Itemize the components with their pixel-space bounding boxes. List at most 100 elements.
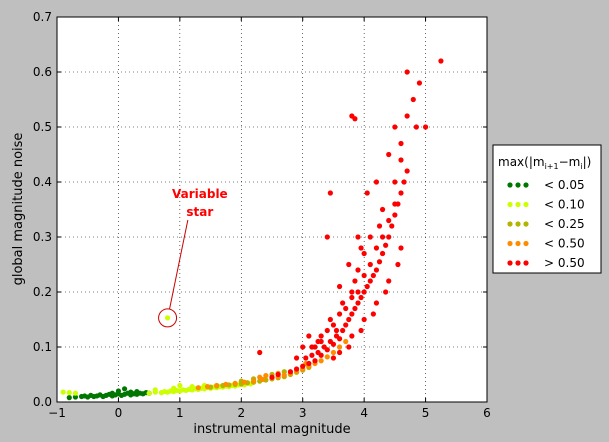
data-point	[241, 379, 247, 385]
data-point	[324, 327, 330, 334]
legend-entries: < 0.05 < 0.10 < 0.25 < 0.50 > 0.50	[507, 178, 585, 270]
data-point	[309, 344, 315, 350]
legend-entry-label: < 0.05	[544, 178, 585, 192]
data-point	[383, 289, 389, 295]
x-tick-label: 3	[299, 406, 307, 420]
legend-marker	[507, 240, 513, 247]
data-point	[370, 311, 376, 317]
data-point	[269, 374, 275, 380]
data-point	[367, 278, 373, 284]
data-point	[232, 380, 238, 386]
data-point	[404, 168, 410, 174]
data-point	[303, 355, 309, 361]
y-tick-label: 0.7	[33, 10, 52, 24]
data-point	[364, 283, 370, 290]
legend-title-part3: |)	[583, 155, 592, 169]
data-point	[115, 388, 122, 394]
grid	[56, 16, 488, 403]
data-point	[250, 378, 257, 384]
data-point	[324, 234, 330, 240]
data-point	[121, 386, 128, 392]
annotation-arrow	[169, 219, 189, 309]
data-point	[343, 338, 349, 345]
data-point	[340, 300, 346, 306]
legend-marker	[507, 260, 513, 266]
data-point	[309, 352, 315, 358]
y-tick-label: 0.4	[33, 175, 52, 189]
data-point	[358, 245, 364, 251]
data-point	[318, 352, 324, 358]
data-point	[373, 267, 380, 273]
data-point	[275, 371, 281, 378]
annotation-circle	[158, 308, 178, 328]
data-point	[404, 69, 410, 75]
data-point	[376, 223, 383, 229]
x-tick-label: 5	[422, 406, 430, 420]
data-point	[367, 261, 373, 268]
data-point	[189, 384, 195, 390]
data-point	[336, 283, 343, 290]
legend-marker	[507, 221, 513, 227]
data-point	[352, 116, 358, 122]
data-point	[392, 124, 398, 130]
legend-marker	[515, 182, 521, 188]
legend-title-part2: −m	[559, 155, 581, 169]
data-point	[164, 315, 171, 321]
legend-title: max(|mi+1−mi|)	[498, 155, 591, 171]
data-point	[438, 58, 444, 64]
data-point	[300, 363, 306, 369]
data-point	[318, 333, 324, 339]
data-point	[330, 349, 337, 356]
legend-title-part1: max(|m	[498, 155, 545, 169]
data-point	[379, 250, 386, 257]
legend-marker	[523, 201, 529, 208]
legend-entry-label: < 0.25	[544, 217, 585, 231]
data-point	[364, 190, 370, 196]
plot-frame	[56, 16, 488, 403]
legend-box	[492, 144, 602, 274]
legend-title-sub1: i+1	[545, 162, 559, 171]
data-point	[343, 322, 349, 328]
data-point	[324, 354, 330, 360]
data-point	[386, 278, 392, 284]
data-point	[404, 113, 410, 119]
data-point	[66, 395, 72, 401]
data-point	[318, 358, 324, 364]
data-point	[60, 389, 66, 395]
data-point	[392, 212, 398, 218]
y-tick-label: 0.5	[33, 120, 52, 134]
data-point	[386, 217, 392, 224]
y-tick-label: 0.3	[33, 230, 52, 244]
data-point	[376, 259, 383, 265]
annotation-label-line2: star	[186, 205, 213, 219]
legend-marker	[523, 260, 529, 266]
x-tick-label: 1	[176, 406, 184, 420]
legend-marker	[523, 182, 529, 188]
legend: max(|mi+1−mi|) < 0.05 < 0.10 < 0.25 < 0.50 >…	[492, 144, 602, 274]
legend-marker	[507, 182, 513, 188]
variable-star-annotation: Variable star	[158, 187, 228, 328]
data-point	[373, 179, 380, 185]
data-point	[355, 234, 361, 240]
data-point	[315, 338, 321, 345]
data-point	[223, 381, 229, 387]
data-point	[66, 390, 72, 396]
data-point	[352, 305, 358, 312]
plot-background	[57, 17, 487, 402]
data-point	[109, 390, 115, 396]
data-point	[257, 374, 263, 380]
data-point	[352, 278, 358, 284]
x-axis-label: instrumental magnitude	[193, 422, 350, 437]
legend-marker	[523, 221, 529, 227]
data-point	[398, 140, 404, 147]
data-point	[336, 336, 343, 342]
data-point	[401, 179, 407, 185]
data-point	[422, 124, 429, 130]
data-point	[373, 300, 380, 306]
data-point	[373, 245, 380, 251]
data-point	[336, 311, 343, 317]
data-point	[195, 385, 201, 391]
legend-entry-label: < 0.50	[544, 237, 585, 251]
data-point	[361, 316, 367, 323]
